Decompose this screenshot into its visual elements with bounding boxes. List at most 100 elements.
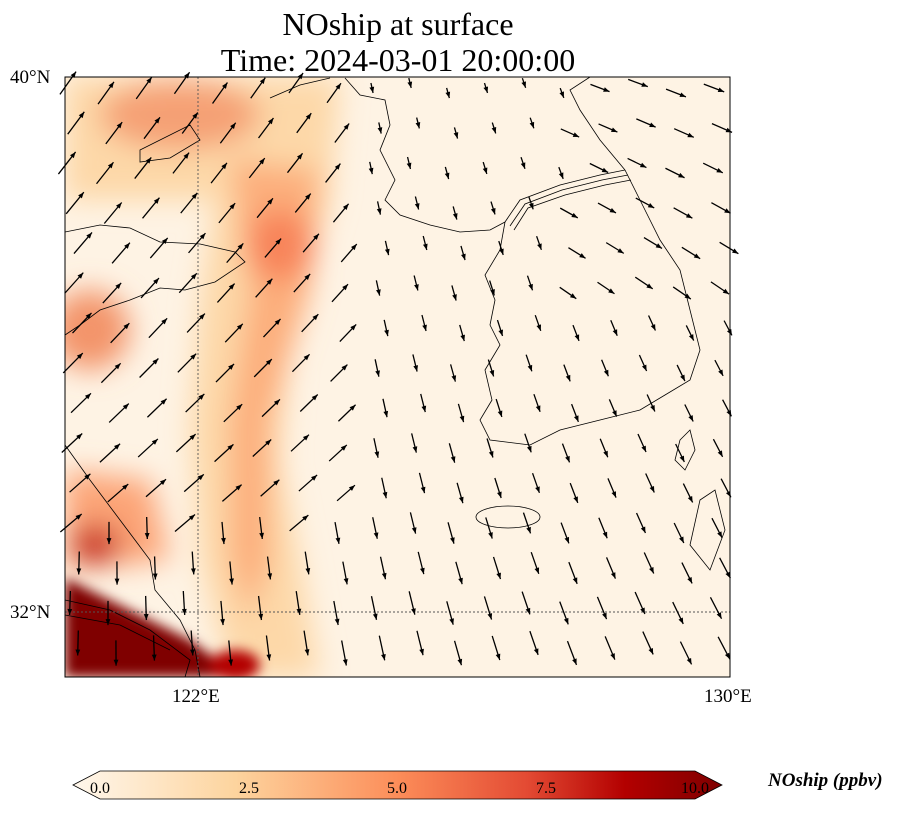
wind-arrow-head (422, 243, 428, 250)
wind-arrow-head (199, 313, 205, 320)
wind-arrow-head (717, 450, 723, 457)
wind-arrow-head (452, 213, 458, 220)
wind-arrow-head (422, 324, 427, 332)
wind-arrow-head (487, 613, 493, 620)
wind-arrow-head (70, 151, 76, 159)
wind-arrow-head (199, 233, 206, 240)
wind-arrow-head (236, 323, 243, 330)
wind-arrow-head (611, 491, 617, 498)
wind-arrow-head (612, 410, 617, 417)
wind-arrow-head (78, 192, 84, 199)
wind-arrow-head (640, 526, 646, 534)
wind-arrow-head (342, 203, 349, 210)
wind-arrow-head (563, 617, 569, 625)
wind-arrow-head (221, 537, 226, 545)
wind-arrow-head (525, 607, 531, 615)
wind-arrow-head (273, 399, 280, 406)
wind-arrow-head (687, 132, 694, 138)
wind-arrow-head (78, 111, 85, 119)
wind-arrow-head (609, 207, 616, 213)
colorbar-tick: 0.0 (90, 780, 110, 797)
wind-vectors (57, 71, 739, 666)
wind-arrow-head (460, 334, 465, 342)
wind-arrow-head (680, 374, 685, 382)
map-title: NOship at surface (282, 6, 514, 42)
wind-arrow-head (258, 613, 264, 620)
wind-arrow-head (382, 491, 388, 499)
wind-arrow-head (610, 653, 615, 660)
wind-arrow-head (558, 172, 564, 179)
wind-arrow-head (377, 127, 383, 134)
wind-arrow-head (116, 202, 122, 209)
wind-arrow-head (458, 577, 463, 585)
wind-arrow-head (153, 278, 159, 285)
wind-arrow-head (302, 515, 309, 521)
wind-arrow-head (113, 659, 119, 666)
wind-arrow-head (236, 404, 243, 411)
wind-arrow-head (612, 329, 618, 336)
wind-arrow-head (190, 649, 195, 656)
wind-arrow-head (684, 293, 691, 300)
wind-arrow-head (350, 324, 357, 331)
wind-arrow-head (489, 370, 495, 377)
wind-arrow-head (526, 526, 531, 534)
map-time: Time: 2024-03-01 20:00:00 (220, 42, 576, 78)
wind-arrow-head (343, 123, 350, 130)
wind-arrow-head (572, 658, 577, 665)
wind-arrow-head (189, 434, 196, 440)
wind-arrow-head (274, 318, 281, 325)
wind-arrow-head (608, 288, 615, 294)
wind-arrow-head (458, 496, 464, 504)
wind-arrow-head (421, 405, 427, 413)
wind-arrow-head (529, 121, 535, 129)
wind-arrow-head (383, 410, 389, 418)
wind-arrow-head (693, 253, 701, 259)
wind-arrow-head (368, 167, 374, 175)
wind-arrow-head (603, 450, 608, 458)
wind-arrow-head (685, 213, 693, 219)
wind-arrow-head (334, 163, 341, 170)
wind-arrow-head (190, 353, 197, 360)
wind-arrow-head (159, 479, 167, 485)
wind-arrow-head (526, 445, 532, 453)
wind-arrow-head (617, 248, 624, 254)
wind-arrow-head (259, 77, 266, 85)
wind-arrow-head (381, 572, 387, 580)
wind-arrow-head (419, 648, 424, 656)
wind-arrow-head (161, 318, 168, 325)
wind-arrow-head (571, 212, 578, 218)
wind-arrow-head (461, 253, 466, 261)
wind-arrow-head (610, 127, 618, 133)
wind-arrow-head (603, 369, 609, 377)
wind-arrow-head (414, 284, 419, 291)
wind-arrow-head (86, 232, 93, 239)
wind-arrow-head (572, 577, 578, 584)
wind-arrow-head (717, 87, 725, 92)
wind-arrow-head (192, 112, 198, 119)
wind-arrow-head (265, 439, 272, 446)
wind-arrow-head (572, 132, 580, 138)
lat-label-40n: 40°N (10, 67, 51, 88)
wind-arrow-head (304, 273, 311, 280)
lon-label-130e: 130°E (704, 686, 752, 707)
wind-arrow-head (716, 167, 723, 173)
wind-arrow-head (302, 434, 309, 441)
wind-arrow-head (724, 208, 731, 214)
wind-arrow-head (227, 444, 234, 451)
wind-arrow-head (601, 167, 609, 173)
wind-arrow-head (124, 242, 130, 249)
colorbar-label: NOship (ppbv) (768, 770, 883, 791)
wind-arrow-head (305, 193, 311, 200)
wind-arrow-head (412, 446, 418, 453)
wind-arrow-head (190, 568, 196, 575)
wind-arrow-head (381, 653, 386, 661)
wind-arrow-head (573, 496, 578, 503)
wind-arrow-head (610, 572, 616, 579)
wind-arrow-head (726, 328, 732, 336)
wind-arrow-head (449, 618, 454, 625)
wind-arrow-head (122, 403, 129, 410)
wind-arrow-head (732, 248, 739, 254)
wind-arrow-head (116, 122, 123, 129)
wind-arrow-head (534, 567, 540, 574)
wind-arrow-head (537, 243, 542, 250)
